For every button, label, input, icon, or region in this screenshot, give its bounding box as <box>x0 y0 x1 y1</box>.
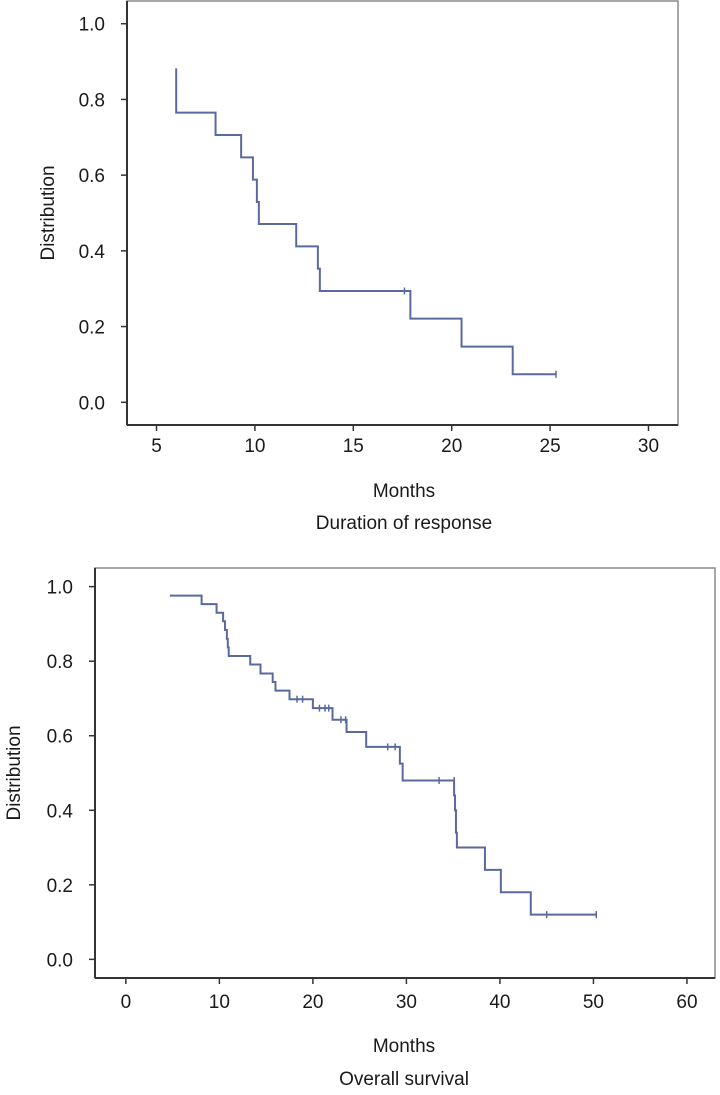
y-tick-label: 0.6 <box>79 166 105 187</box>
y-tick-label: 0.4 <box>47 801 74 822</box>
y-tick-label: 0.8 <box>79 90 105 111</box>
x-tick-label: 10 <box>209 992 230 1013</box>
y-tick-label: 0.0 <box>47 950 73 971</box>
x-tick-label: 60 <box>676 992 697 1013</box>
plot-title: Overall survival <box>339 1069 469 1090</box>
plot-title: Duration of response <box>316 513 492 534</box>
y-tick-label: 0.8 <box>47 652 73 673</box>
y-tick-label: 0.2 <box>47 876 73 897</box>
x-axis-label: Months <box>373 1036 435 1057</box>
survival-curve <box>175 68 556 376</box>
y-axis-label: Distribution <box>38 165 59 260</box>
y-axis-label: Distribution <box>4 725 25 820</box>
plot-frame <box>94 567 716 979</box>
x-tick-label: 40 <box>489 992 510 1013</box>
x-tick-label: 0 <box>121 992 132 1013</box>
x-tick-label: 15 <box>343 436 364 457</box>
duration-of-response-plot: Distribution Months Duration of response… <box>38 0 679 534</box>
y-tick-label: 1.0 <box>79 15 105 36</box>
survival-curve <box>169 594 597 916</box>
y-tick-label: 0.4 <box>79 242 106 263</box>
x-tick-label: 30 <box>396 992 417 1013</box>
x-axis-label: Months <box>373 481 435 502</box>
plot-frame <box>126 0 679 426</box>
x-tick-label: 50 <box>583 992 604 1013</box>
y-tick-label: 0.0 <box>79 393 105 414</box>
x-tick-label: 25 <box>540 436 561 457</box>
x-tick-label: 30 <box>638 436 659 457</box>
x-tick-label: 20 <box>441 436 462 457</box>
y-tick-label: 0.6 <box>47 727 73 748</box>
x-tick-label: 20 <box>302 992 323 1013</box>
y-tick-label: 1.0 <box>47 578 73 599</box>
y-tick-label: 0.2 <box>79 318 105 339</box>
overall-survival-plot: Distribution Months Overall survival 0 10… <box>4 567 716 1090</box>
x-tick-label: 5 <box>151 436 162 457</box>
x-tick-label: 10 <box>244 436 265 457</box>
